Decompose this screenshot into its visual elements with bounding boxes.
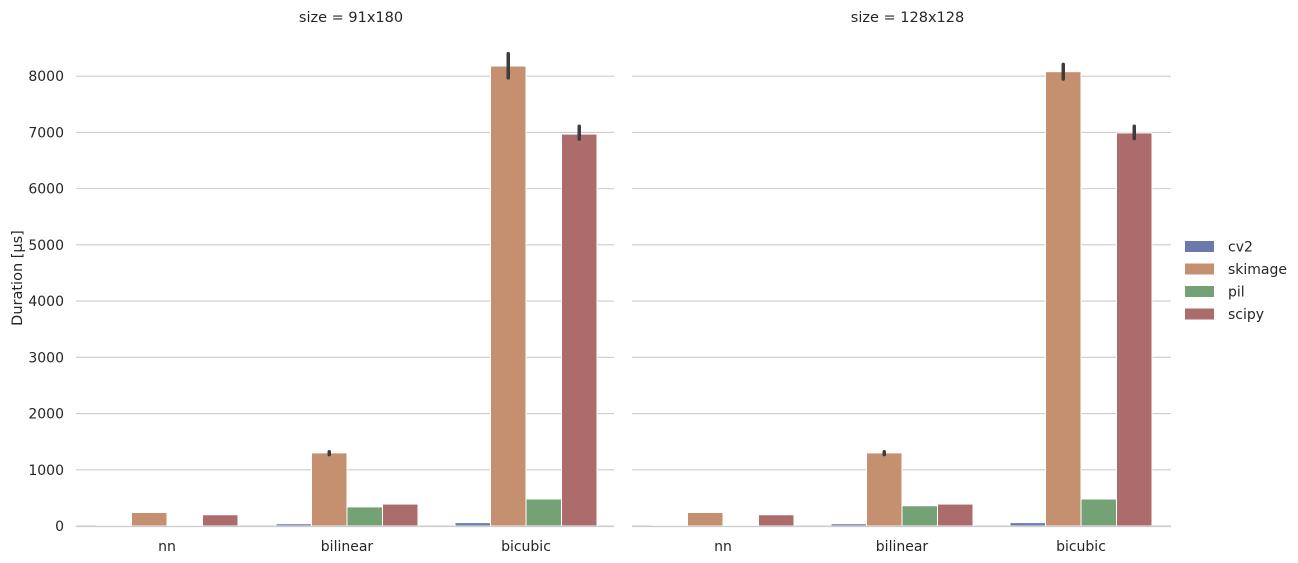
y-tick-label-7: 7000 bbox=[28, 125, 64, 141]
bar-scipy-nn bbox=[202, 514, 239, 527]
y-tick-label-0: 0 bbox=[55, 519, 64, 535]
y-tick-label-8: 8000 bbox=[28, 69, 64, 85]
panel-title: size = 128x128 bbox=[851, 10, 964, 26]
x-tick-label-bicubic: bicubic bbox=[501, 539, 551, 555]
panel-2: nn bilinear bicubic size = 128x128 bbox=[632, 10, 1171, 555]
legend: cv2 skimage pil scipy bbox=[1185, 240, 1287, 323]
bar-skimage-bilinear bbox=[866, 452, 903, 527]
bar-cv2-bicubic bbox=[454, 522, 491, 527]
bar-pil-bicubic bbox=[1080, 498, 1117, 527]
legend-swatch-pil bbox=[1185, 286, 1214, 297]
x-tick-label-bilinear: bilinear bbox=[321, 539, 374, 555]
bar-cv2-bilinear bbox=[830, 523, 867, 527]
panel-1: nn bilinear bicubic size = 91x180 bbox=[76, 10, 614, 555]
bar-skimage-nn bbox=[131, 512, 168, 527]
y-tick-label-3: 3000 bbox=[28, 350, 64, 366]
y-tick-label-5: 5000 bbox=[28, 238, 64, 254]
legend-swatch-cv2 bbox=[1185, 241, 1214, 252]
bar-scipy-nn bbox=[758, 514, 795, 527]
legend-swatch-scipy bbox=[1185, 308, 1214, 320]
bar-scipy-bicubic bbox=[1116, 132, 1153, 527]
legend-label-pil: pil bbox=[1228, 285, 1245, 301]
y-tick-label-1: 1000 bbox=[28, 463, 64, 479]
bar-pil-bilinear bbox=[901, 505, 938, 527]
bar-skimage-nn bbox=[687, 512, 724, 527]
x-tick-label-nn: nn bbox=[714, 539, 732, 555]
legend-label-scipy: scipy bbox=[1228, 307, 1264, 323]
bar-scipy-bicubic bbox=[561, 133, 598, 527]
y-tick-label-4: 4000 bbox=[28, 294, 64, 310]
x-tick-label-bicubic: bicubic bbox=[1056, 539, 1106, 555]
y-tick-label-6: 6000 bbox=[28, 182, 64, 198]
bar-scipy-bilinear bbox=[382, 503, 419, 527]
x-tick-label-nn: nn bbox=[158, 539, 176, 555]
y-tick-label-2: 2000 bbox=[28, 407, 64, 423]
legend-swatch-skimage bbox=[1185, 263, 1214, 275]
bar-skimage-bicubic bbox=[1045, 71, 1082, 527]
bar-pil-bicubic bbox=[525, 498, 562, 527]
bar-scipy-bilinear bbox=[937, 503, 974, 527]
bar-cv2-bicubic bbox=[1009, 522, 1046, 527]
legend-label-cv2: cv2 bbox=[1228, 240, 1253, 256]
panel-title: size = 91x180 bbox=[299, 10, 403, 26]
x-tick-label-bilinear: bilinear bbox=[876, 539, 929, 555]
bar-cv2-bilinear bbox=[275, 523, 312, 527]
bar-skimage-bicubic bbox=[490, 65, 527, 527]
chart-panels: nn bilinear bicubic size = 91x180 nn bilinear… bbox=[28, 10, 1171, 555]
y-axis-label: Duration [µs] bbox=[10, 230, 26, 326]
bar-skimage-bilinear bbox=[311, 452, 348, 527]
legend-label-skimage: skimage bbox=[1228, 262, 1287, 278]
bar-pil-bilinear bbox=[346, 506, 383, 527]
